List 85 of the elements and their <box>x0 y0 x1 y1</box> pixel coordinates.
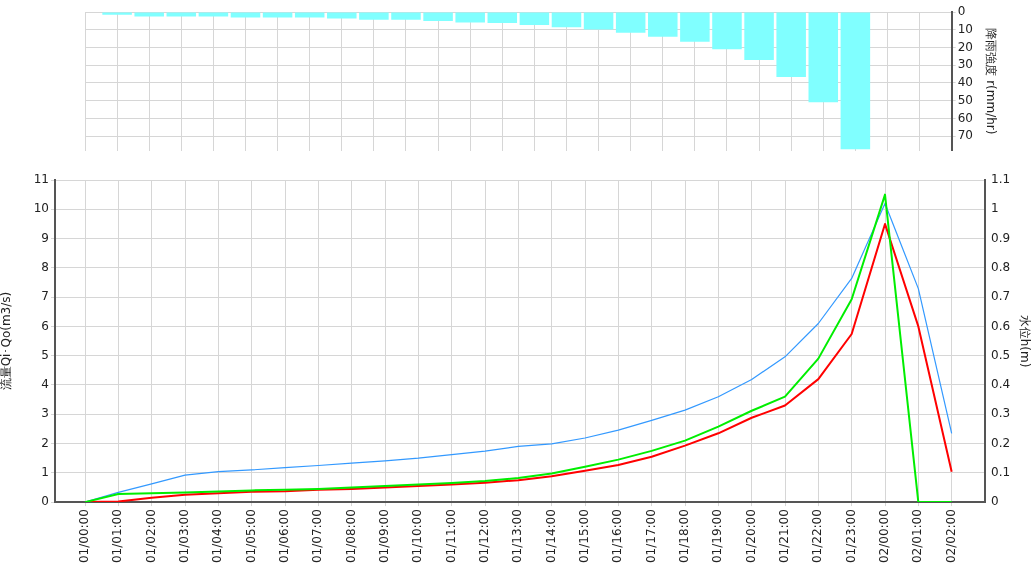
x-tick-label: 01/09:00 <box>377 509 392 564</box>
x-tick-label: 01/23:00 <box>843 509 858 564</box>
y2-tick-label: 10 <box>957 21 973 36</box>
y2-tick-label: 0.8 <box>991 259 1011 274</box>
y-tick-label: 2 <box>41 435 49 450</box>
x-tick-label: 01/05:00 <box>243 509 258 564</box>
x-tick-label: 01/13:00 <box>510 509 525 564</box>
y2-axis-title: 降雨強度 r(mm/hr) <box>984 28 999 135</box>
bar <box>744 12 774 61</box>
y-tick-label: 11 <box>33 172 49 187</box>
x-tick-label: 01/02:00 <box>143 509 158 564</box>
x-tick-label: 01/12:00 <box>477 509 492 564</box>
y-tick-label: 9 <box>41 230 49 245</box>
y-tick-label: 10 <box>33 201 49 216</box>
y2-tick-label: 0 <box>957 4 966 19</box>
y2-tick-label: 70 <box>957 128 973 143</box>
bar <box>648 12 678 37</box>
y-tick-label: 6 <box>41 318 49 333</box>
y2-tick-label: 0.9 <box>991 230 1011 245</box>
x-tick-label: 01/18:00 <box>677 509 692 564</box>
bar <box>840 12 871 150</box>
x-tick-label: 01/15:00 <box>577 509 592 564</box>
x-tick-label: 01/07:00 <box>310 509 325 564</box>
y2-tick-label: 40 <box>957 75 973 90</box>
x-tick-label: 01/06:00 <box>277 509 292 564</box>
bar <box>391 12 421 20</box>
x-tick-label: 01/11:00 <box>443 509 458 564</box>
x-tick-label: 01/22:00 <box>810 509 825 564</box>
bar <box>551 12 582 28</box>
bar <box>455 12 485 23</box>
y-tick-label: 0 <box>41 494 49 509</box>
x-tick-label: 01/20:00 <box>743 509 758 564</box>
bar <box>583 12 614 30</box>
bar <box>808 12 839 103</box>
y2-tick-label: 0.1 <box>991 464 1011 479</box>
x-tick-label: 01/16:00 <box>610 509 625 564</box>
x-tick-label: 02/00:00 <box>877 509 892 564</box>
bar <box>712 12 742 50</box>
bar <box>680 12 710 42</box>
bar <box>423 12 453 22</box>
y2-tick-label: 0.3 <box>991 406 1011 421</box>
bar <box>166 12 197 17</box>
y2-tick-label: 0.2 <box>991 435 1011 450</box>
y-tick-label: 1 <box>41 464 49 479</box>
x-tick-label: 01/08:00 <box>343 509 358 564</box>
y2-tick-label: 0.4 <box>991 377 1011 392</box>
y2-tick-label: 50 <box>957 92 973 107</box>
bar <box>294 12 325 18</box>
bar <box>615 12 646 33</box>
bar <box>359 12 389 20</box>
y2-tick-label: 20 <box>957 39 973 54</box>
y-tick-label: 8 <box>41 259 49 274</box>
y-tick-label: 7 <box>41 289 49 304</box>
bar <box>327 12 357 19</box>
bar <box>230 12 261 18</box>
bar <box>519 12 550 25</box>
x-tick-label: 01/01:00 <box>110 509 125 564</box>
y2-tick-label: 0.5 <box>991 347 1011 362</box>
y2-tick-label: 0 <box>991 494 999 509</box>
x-tick-label: 02/01:00 <box>910 509 925 564</box>
y2-tick-label: 0.6 <box>991 318 1011 333</box>
y2-axis-title: 水位h(m) <box>1017 314 1031 368</box>
y2-tick-label: 1.1 <box>991 172 1011 187</box>
y-tick-label: 3 <box>41 406 49 421</box>
x-tick-label: 01/00:00 <box>77 509 92 564</box>
x-tick-label: 01/14:00 <box>543 509 558 564</box>
x-tick-label: 01/19:00 <box>710 509 725 564</box>
y2-tick-label: 30 <box>957 57 973 72</box>
bar <box>198 12 229 17</box>
y2-tick-label: 60 <box>957 110 973 125</box>
y-tick-label: 5 <box>41 347 49 362</box>
x-tick-label: 02/02:00 <box>943 509 958 564</box>
bar <box>776 12 806 77</box>
y-tick-label: 4 <box>41 377 49 392</box>
y-axis-title: 流量Qi･Qo(m3/s) <box>0 291 14 391</box>
x-tick-label: 01/10:00 <box>410 509 425 564</box>
y2-tick-label: 0.7 <box>991 289 1011 304</box>
x-tick-label: 01/21:00 <box>777 509 792 564</box>
bar <box>262 12 293 18</box>
bar <box>134 12 164 17</box>
x-tick-label: 01/04:00 <box>210 509 225 564</box>
y2-tick-label: 1 <box>991 201 999 216</box>
x-tick-label: 01/03:00 <box>177 509 192 564</box>
bar <box>487 12 518 24</box>
x-tick-label: 01/17:00 <box>643 509 658 564</box>
